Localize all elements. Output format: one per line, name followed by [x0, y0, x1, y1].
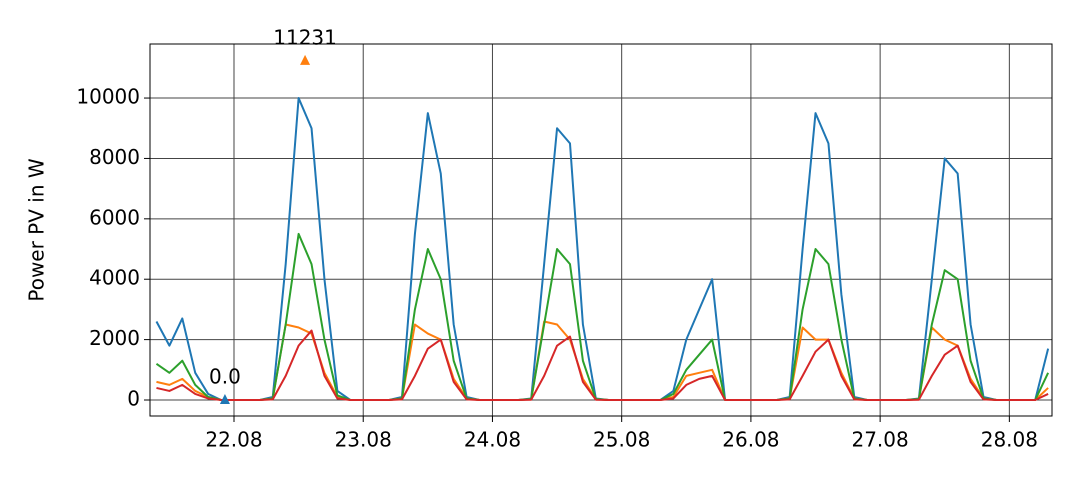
series-line — [155, 232, 1050, 401]
x-tick-label: 25.08 — [593, 428, 650, 452]
y-tick-label: 6000 — [89, 205, 140, 229]
series-line — [155, 97, 1050, 401]
annotation-label: 11231 — [273, 25, 337, 49]
x-tick-label: 26.08 — [722, 428, 779, 452]
y-tick-label: 8000 — [89, 145, 140, 169]
y-tick-label: 2000 — [89, 326, 140, 350]
annotation-label: 0.0 — [209, 364, 241, 388]
series-line — [156, 320, 1049, 401]
x-tick-label: 27.08 — [851, 428, 908, 452]
plot-frame — [149, 43, 1053, 417]
y-axis-label: Power PV in W — [25, 158, 49, 302]
x-tick-label: 24.08 — [464, 428, 521, 452]
y-tick-label: 0 — [127, 386, 140, 410]
x-tick-label: 28.08 — [981, 428, 1038, 452]
annotation-marker — [300, 54, 311, 65]
x-tick-label: 22.08 — [205, 428, 262, 452]
annotation-marker — [219, 393, 230, 404]
series-line — [156, 329, 1049, 401]
y-tick-label: 10000 — [76, 85, 140, 109]
y-tick-label: 4000 — [89, 266, 140, 290]
x-tick-label: 23.08 — [335, 428, 392, 452]
